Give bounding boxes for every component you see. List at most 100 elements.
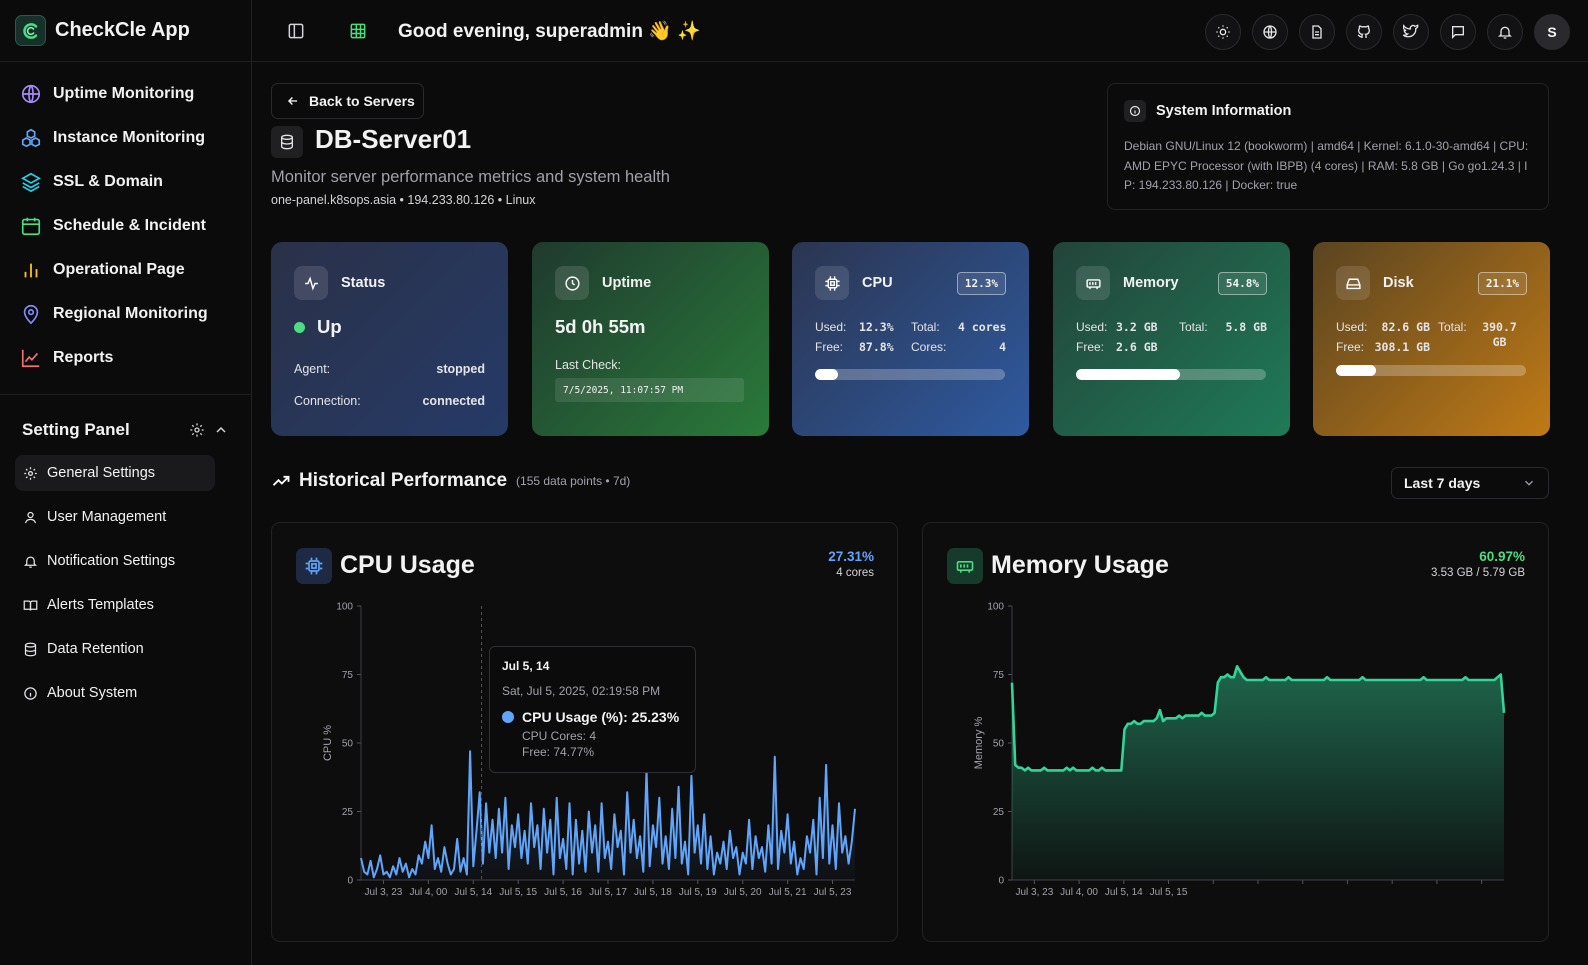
settings-item-general[interactable]: General Settings [15,455,215,491]
x-tick-label: Jul 3, 23 [365,887,403,898]
sidebar-toggle-icon[interactable] [286,21,306,41]
memory-free: 2.6 GB [1116,340,1158,354]
cpu-progress-bar [815,369,1005,380]
section-subtitle: (155 data points • 7d) [516,474,631,488]
card-title: Disk [1383,275,1414,291]
y-axis-label: Memory % [973,717,985,770]
app-name: CheckCle App [55,19,190,41]
y-tick-label: 100 [987,602,1004,613]
disk-free: 308.1 GB [1374,340,1430,354]
bell-icon [23,556,38,568]
settings-item-data-retention[interactable]: Data Retention [15,631,215,667]
arrow-left-icon [288,97,298,105]
settings-item-alerts-templates[interactable]: Alerts Templates [15,587,215,623]
back-label: Back to Servers [309,93,415,109]
settings-item-notification[interactable]: Notification Settings [15,543,215,579]
trending-up-icon [272,475,290,486]
settings-item-label: Data Retention [47,641,144,657]
y-tick-label: 0 [998,876,1004,887]
settings-item-label: Notification Settings [47,553,176,569]
y-tick-label: 50 [993,739,1005,750]
twitter-button[interactable] [1393,14,1429,50]
back-to-servers-button[interactable]: Back to Servers [271,83,424,119]
brand[interactable]: CheckCle App [0,0,251,62]
x-tick-label: Jul 5, 14 [454,887,492,898]
docs-button[interactable] [1299,14,1335,50]
status-dot [294,321,305,333]
cpu-usage-chart[interactable]: 0 25 50 75 100 CPU % Jul 3, 23 Jul 4, 00 Jul 5, … [272,523,898,942]
nav-item-ssl-domain[interactable]: SSL & Domain [0,160,251,204]
y-axis-label: CPU % [322,725,334,761]
cpu-current-stat: 27.31% 4 cores [828,549,874,579]
nav-label: Instance Monitoring [53,129,205,146]
historical-performance-header: Historical Performance (155 data points … [271,470,630,492]
x-tick-label: Jul 5, 15 [1150,887,1188,898]
avatar[interactable]: S [1534,14,1570,50]
github-button[interactable] [1346,14,1382,50]
nav-item-uptime-monitoring[interactable]: Uptime Monitoring [0,72,251,116]
series-area [1012,666,1504,880]
globe-icon [21,84,41,104]
gear-icon [24,466,37,480]
github-icon [1357,25,1371,38]
setting-panel-header[interactable]: Setting Panel [0,405,251,455]
setting-panel-title: Setting Panel [22,420,130,439]
y-tick-label: 0 [347,876,353,887]
database-icon [271,126,303,158]
x-tick-label: Jul 4, 00 [409,887,447,898]
sidebar: CheckCle App Uptime Monitoring Instance … [0,0,252,965]
panel-title: CPU Usage [340,551,475,579]
x-tick-label: Jul 5, 15 [499,887,537,898]
twitter-icon [1403,24,1419,38]
settings-item-user-management[interactable]: User Management [15,499,215,535]
card-title: Uptime [602,275,652,291]
uptime-value: 5d 0h 55m [555,316,646,337]
line-chart-icon [21,349,40,368]
boxes-icon [21,128,41,148]
greeting: Good evening, superadmin 👋 ✨ [398,20,701,42]
x-tick-label: Jul 5, 20 [724,887,762,898]
agent-label: Agent: [294,362,331,376]
disk-progress-bar [1336,365,1526,376]
language-button[interactable] [1252,14,1288,50]
y-tick-label: 75 [993,670,1005,681]
nav-item-regional-monitoring[interactable]: Regional Monitoring [0,292,251,336]
chat-button[interactable] [1440,14,1476,50]
time-range-value: Last 7 days [1404,475,1481,491]
settings-list: General Settings User Management Notific… [0,455,251,711]
cpu-used: 12.3% [859,320,894,334]
file-text-icon [1312,25,1322,39]
settings-item-label: About System [47,685,138,701]
nav-label: Uptime Monitoring [53,85,195,102]
memory-used: 3.2 GB [1116,320,1158,334]
main-nav: Uptime Monitoring Instance Monitoring SS… [0,62,251,380]
chart-tooltip: Jul 5, 14 Sat, Jul 5, 2025, 02:19:58 PM … [489,646,696,773]
settings-item-about[interactable]: About System [15,675,215,711]
time-range-select[interactable]: Last 7 days [1391,467,1549,499]
nav-item-instance-monitoring[interactable]: Instance Monitoring [0,116,251,160]
series-line [360,750,856,879]
memory-usage-chart[interactable]: 0 25 50 75 100 Memory % Jul 3, 23 Jul 4, 00 Jul … [923,523,1549,942]
memory-icon [1076,266,1110,300]
notifications-button[interactable] [1487,14,1523,50]
theme-toggle-button[interactable] [1205,14,1241,50]
nav-label: Regional Monitoring [53,305,208,322]
page-subtitle: Monitor server performance metrics and s… [271,168,670,186]
nav-item-operational-page[interactable]: Operational Page [0,248,251,292]
nav-item-reports[interactable]: Reports [0,336,251,380]
grid-table-icon[interactable] [348,21,368,41]
cpu-cores: 4 [999,340,1006,354]
settings-item-label: User Management [47,509,167,525]
cpu-chip-icon [815,266,849,300]
database-icon [24,642,37,656]
x-tick-label: Jul 5, 19 [679,887,717,898]
top-bar: Good evening, superadmin 👋 ✨ S [252,0,1588,62]
section-title: Historical Performance [299,470,508,491]
user-icon [24,511,37,523]
nav-label: Schedule & Incident [53,217,206,234]
bar-chart-icon [24,263,38,278]
y-tick-label: 25 [993,807,1005,818]
nav-item-schedule-incident[interactable]: Schedule & Incident [0,204,251,248]
last-check-label: Last Check: [555,358,622,372]
disk-percent-badge: 21.1% [1477,271,1527,295]
